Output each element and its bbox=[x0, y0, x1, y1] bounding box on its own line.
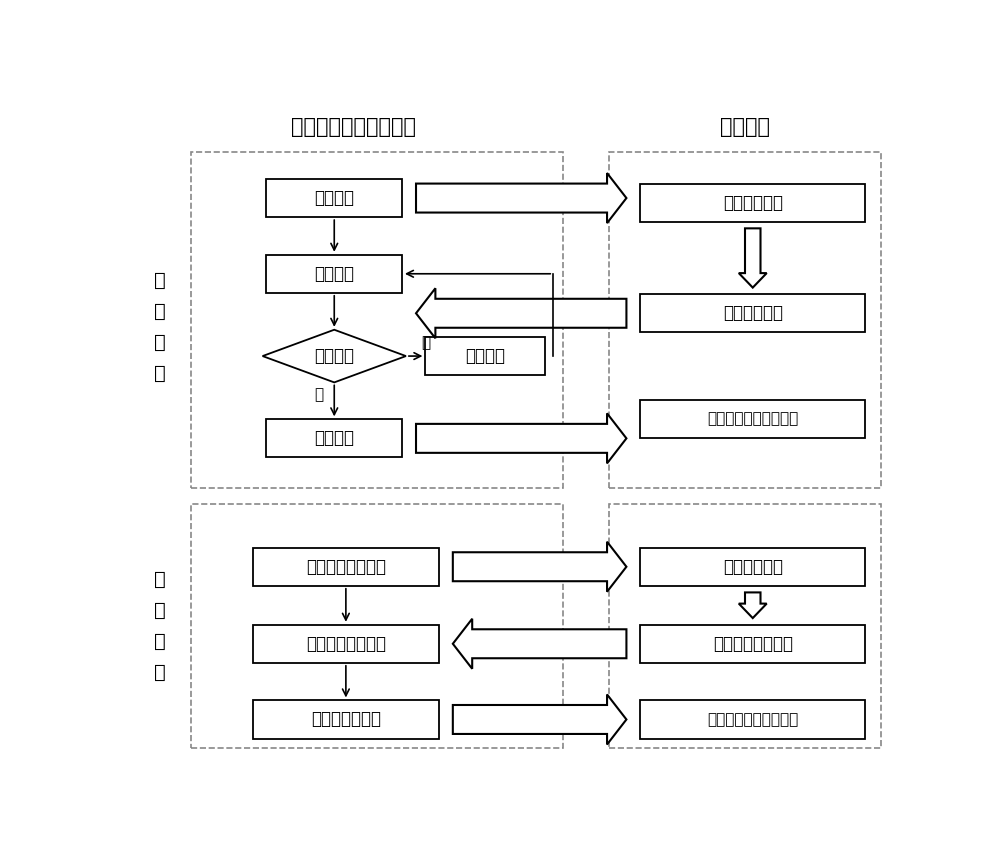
Polygon shape bbox=[453, 542, 626, 592]
Bar bbox=[640, 294, 865, 333]
Bar bbox=[640, 548, 865, 586]
Bar bbox=[253, 548, 439, 586]
Text: 中控单元: 中控单元 bbox=[720, 117, 770, 137]
Text: 放样结束: 放样结束 bbox=[314, 429, 354, 447]
Bar bbox=[640, 700, 865, 739]
Polygon shape bbox=[416, 173, 626, 223]
Text: 下一节段调整量: 下一节段调整量 bbox=[311, 711, 381, 728]
Bar bbox=[425, 337, 545, 375]
Text: 自动调整模块: 自动调整模块 bbox=[723, 304, 783, 322]
Text: 数据处理模块: 数据处理模块 bbox=[723, 194, 783, 212]
Text: 否: 否 bbox=[421, 335, 430, 351]
Text: 误差调整计算模块: 误差调整计算模块 bbox=[713, 634, 793, 652]
Text: 数据记录及后处理模块: 数据记录及后处理模块 bbox=[707, 411, 798, 426]
Bar bbox=[266, 179, 402, 217]
Bar bbox=[191, 152, 563, 487]
Polygon shape bbox=[416, 413, 626, 463]
Text: 是: 是 bbox=[314, 386, 323, 402]
Bar bbox=[640, 184, 865, 221]
Text: 匹配节段测点测量: 匹配节段测点测量 bbox=[306, 557, 386, 575]
Bar bbox=[266, 419, 402, 457]
Bar bbox=[266, 255, 402, 293]
Bar bbox=[253, 700, 439, 739]
Polygon shape bbox=[416, 288, 626, 339]
Text: 数据记录及后处理模块: 数据记录及后处理模块 bbox=[707, 712, 798, 727]
Bar bbox=[640, 399, 865, 438]
Text: 放
样
阶
段: 放 样 阶 段 bbox=[154, 270, 166, 382]
Text: 自动测量: 自动测量 bbox=[314, 265, 354, 283]
Bar bbox=[253, 625, 439, 663]
Polygon shape bbox=[453, 619, 626, 669]
Bar bbox=[191, 504, 563, 748]
Polygon shape bbox=[453, 694, 626, 745]
Bar bbox=[640, 625, 865, 663]
Text: 初步放样: 初步放样 bbox=[314, 189, 354, 207]
Text: 数据处理模块: 数据处理模块 bbox=[723, 557, 783, 575]
Text: 放样精度: 放样精度 bbox=[314, 347, 354, 365]
Text: 自动调整: 自动调整 bbox=[465, 347, 505, 365]
Polygon shape bbox=[739, 228, 767, 287]
Bar bbox=[609, 504, 881, 748]
Polygon shape bbox=[263, 330, 406, 382]
Text: 一个节段施工循环工序: 一个节段施工循环工序 bbox=[291, 117, 416, 137]
Polygon shape bbox=[739, 593, 767, 618]
Text: 浇筑节段测点测量: 浇筑节段测点测量 bbox=[306, 634, 386, 652]
Text: 回
测
阶
段: 回 测 阶 段 bbox=[154, 570, 166, 682]
Bar bbox=[609, 152, 881, 487]
